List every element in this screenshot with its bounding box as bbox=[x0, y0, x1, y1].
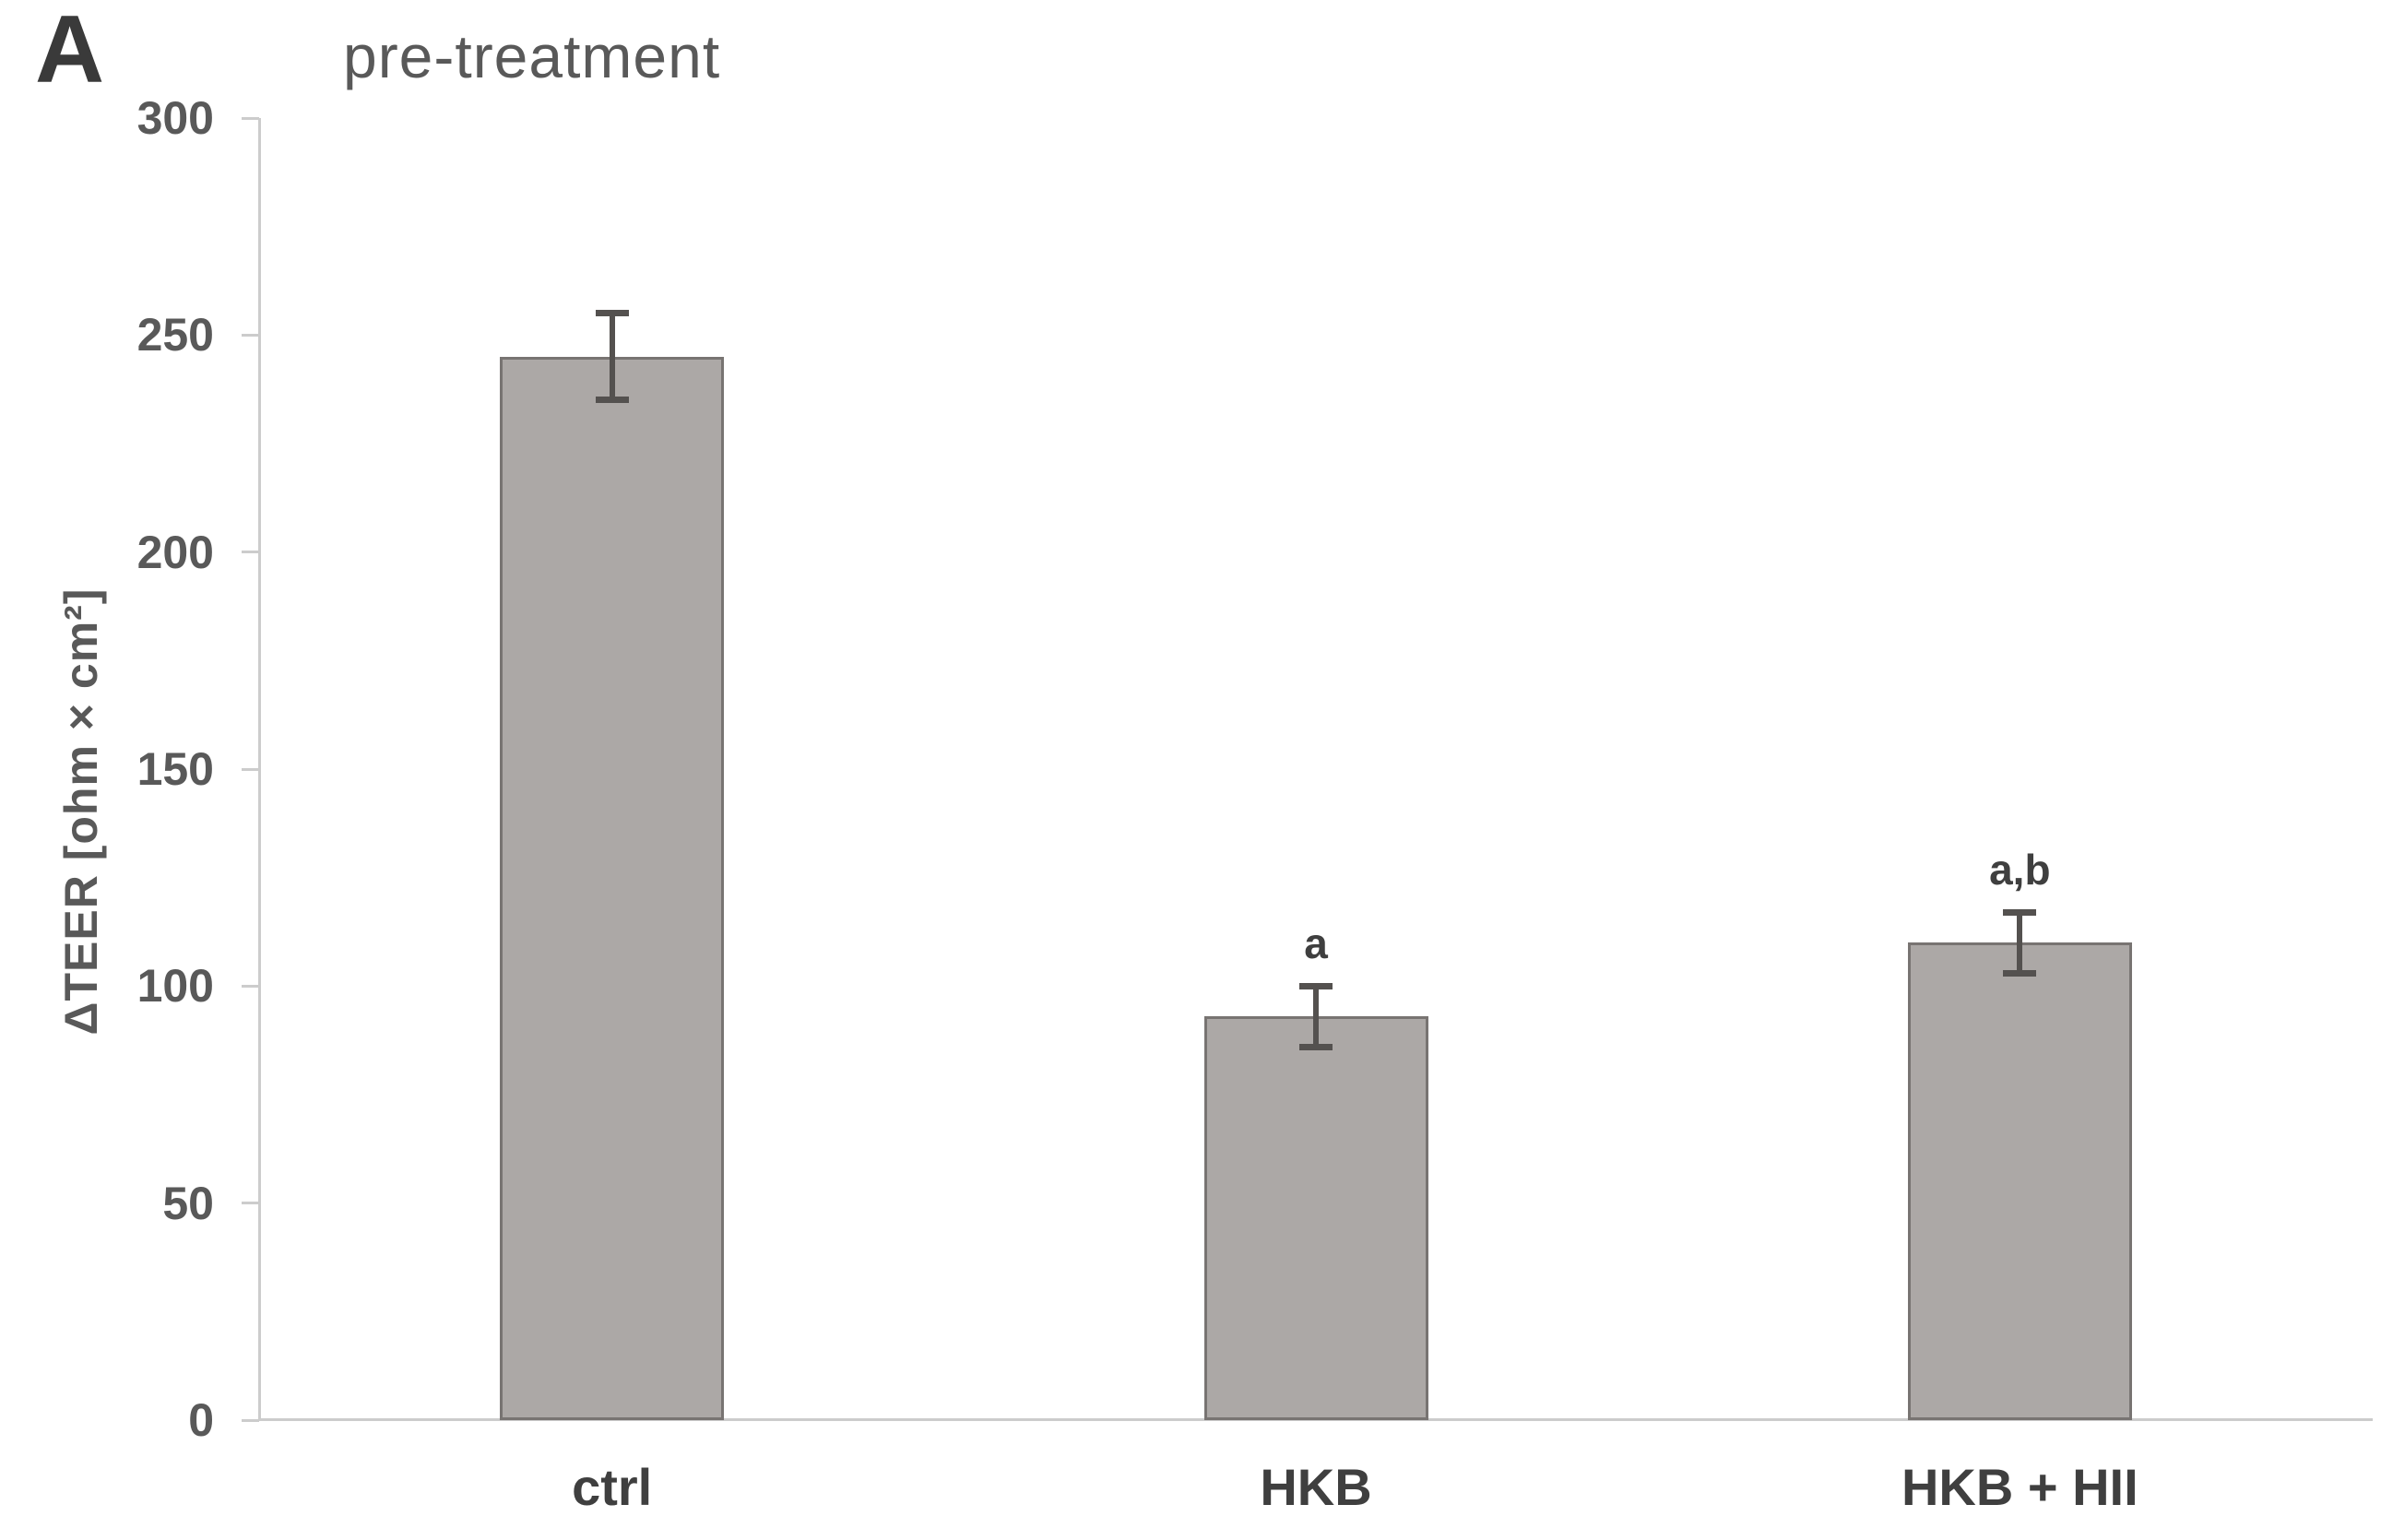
y-axis-line bbox=[258, 118, 261, 1420]
y-tick-mark bbox=[242, 767, 259, 771]
y-tick-mark bbox=[242, 116, 259, 120]
y-tick-label: 300 bbox=[136, 92, 214, 144]
y-tick-label: 0 bbox=[188, 1394, 214, 1446]
chart-title: pre-treatment bbox=[343, 22, 721, 90]
y-tick-mark bbox=[242, 333, 259, 337]
bar-HKB bbox=[1203, 1016, 1428, 1420]
y-tick-label: 150 bbox=[136, 743, 214, 795]
y-tick-mark bbox=[242, 1202, 259, 1205]
y-tick-mark bbox=[242, 984, 259, 988]
bar-HKB + HII bbox=[1907, 942, 2132, 1420]
y-tick-label: 100 bbox=[136, 960, 214, 1013]
error-bar-cap-top bbox=[1299, 982, 1333, 989]
error-bar-cap-top bbox=[595, 310, 629, 317]
x-category-label: HKB + HII bbox=[1901, 1458, 2138, 1516]
error-bar-line bbox=[609, 313, 615, 400]
x-category-label: HKB bbox=[1260, 1458, 1372, 1516]
error-bar-cap-bottom bbox=[1299, 1043, 1333, 1050]
error-bar-line bbox=[2017, 912, 2023, 974]
y-tick-mark bbox=[242, 1418, 259, 1422]
panel-label: A bbox=[35, 0, 105, 103]
error-bar-cap-bottom bbox=[2003, 969, 2037, 977]
y-tick-label: 50 bbox=[162, 1177, 214, 1229]
x-category-label: ctrl bbox=[572, 1458, 653, 1516]
y-tick-label: 250 bbox=[136, 309, 214, 361]
error-bar-line bbox=[1313, 986, 1319, 1048]
significance-label: a,b bbox=[1989, 846, 2051, 894]
y-tick-label: 200 bbox=[136, 526, 214, 578]
significance-label: a bbox=[1304, 919, 1328, 968]
plot-area: 0 50 100 150 200 250 300 ctrl a HKB a,b HKB + HII bbox=[137, 92, 2373, 1515]
bar-ctrl bbox=[500, 356, 725, 1420]
y-tick-mark bbox=[242, 551, 259, 554]
error-bar-cap-top bbox=[2003, 908, 2037, 916]
error-bar-cap-bottom bbox=[595, 397, 629, 404]
